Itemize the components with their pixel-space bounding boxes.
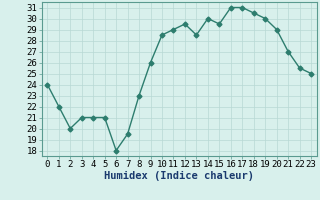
X-axis label: Humidex (Indice chaleur): Humidex (Indice chaleur) xyxy=(104,171,254,181)
